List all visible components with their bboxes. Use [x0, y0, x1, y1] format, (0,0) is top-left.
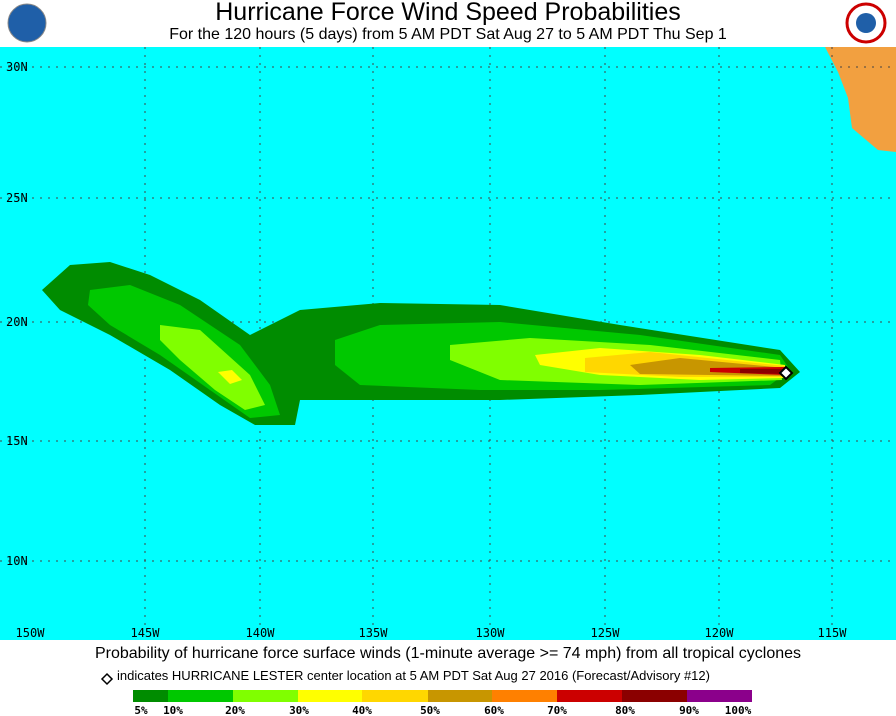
lon-label: 140W — [246, 626, 276, 640]
legend-swatch — [233, 690, 298, 702]
legend-label: 70% — [547, 704, 567, 716]
lon-label: 135W — [359, 626, 389, 640]
title: Hurricane Force Wind Speed Probabilities — [215, 0, 681, 26]
legend-swatch — [557, 690, 622, 702]
legend-label: 90% — [679, 704, 699, 716]
probability-swath — [42, 262, 800, 425]
legend-label: 100% — [725, 704, 752, 716]
nws-logo-inner — [856, 13, 876, 33]
lon-label: 125W — [591, 626, 621, 640]
legend-swatch — [133, 690, 168, 702]
lat-label: 20N — [6, 315, 28, 329]
lat-labels: 30N 25N 20N 15N 10N — [6, 60, 28, 568]
map: 30N 25N 20N 15N 10N 150W 145W 140W 135W … — [0, 47, 896, 640]
note: indicates HURRICANE LESTER center locati… — [117, 668, 710, 683]
storm-center — [778, 365, 794, 381]
lat-label: 30N — [6, 60, 28, 74]
lon-label: 130W — [476, 626, 506, 640]
lon-label: 120W — [705, 626, 735, 640]
lon-label: 150W — [16, 626, 46, 640]
legend-swatch — [687, 690, 752, 702]
legend-swatch — [168, 690, 233, 702]
subtitle: For the 120 hours (5 days) from 5 AM PDT… — [169, 26, 727, 43]
legend: 5% 10% 20% 30% 40% 50% 60% 70% 80% 90% 1… — [133, 690, 752, 716]
lon-label: 145W — [131, 626, 161, 640]
legend-label: 50% — [420, 704, 440, 716]
lat-label: 15N — [6, 434, 28, 448]
caption: Probability of hurricane force surface w… — [95, 645, 801, 662]
logos — [7, 2, 887, 44]
lat-label: 25N — [6, 191, 28, 205]
legend-label: 30% — [289, 704, 309, 716]
legend-label: 10% — [163, 704, 183, 716]
legend-swatch — [362, 690, 428, 702]
legend-swatch — [298, 690, 362, 702]
lon-labels: 150W 145W 140W 135W 130W 125W 120W 115W — [16, 626, 848, 640]
legend-label: 40% — [352, 704, 372, 716]
note-marker — [100, 672, 114, 686]
legend-swatch — [428, 690, 492, 702]
legend-label: 80% — [615, 704, 635, 716]
legend-swatch — [492, 690, 557, 702]
land — [825, 47, 896, 152]
legend-label: 60% — [484, 704, 504, 716]
legend-swatch — [622, 690, 687, 702]
legend-label: 20% — [225, 704, 245, 716]
lon-label: 115W — [818, 626, 848, 640]
noaa-logo — [7, 3, 47, 43]
legend-label: 5% — [134, 704, 148, 716]
lat-label: 10N — [6, 554, 28, 568]
